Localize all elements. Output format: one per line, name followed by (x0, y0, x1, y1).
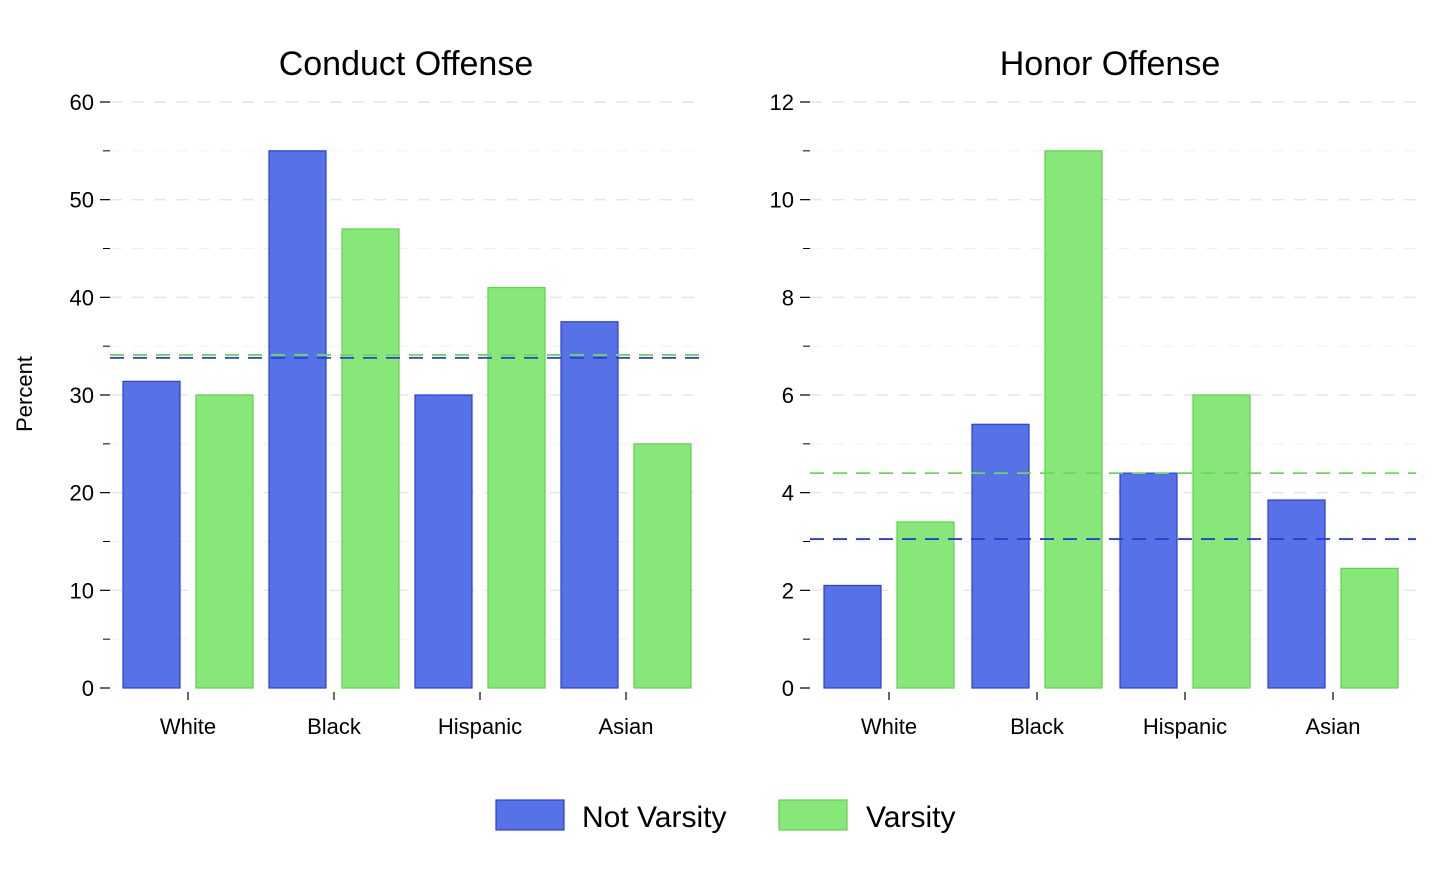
x-tick-label: Hispanic (438, 714, 522, 739)
y-tick-label: 6 (782, 383, 794, 408)
x-tick-label: Hispanic (1143, 714, 1227, 739)
x-tick-label: Black (307, 714, 362, 739)
y-tick-label: 2 (782, 578, 794, 603)
bar-not-varsity-hispanic (414, 394, 473, 689)
y-tick-label: 20 (70, 481, 94, 506)
panel-honor-offense: Honor Offense 0 2 4 6 8 10 12 White Black Hispanic… (770, 45, 1416, 739)
bar-varsity-black (1044, 150, 1103, 689)
y-tick-label: 0 (782, 676, 794, 701)
bar-varsity-hispanic (487, 286, 546, 689)
panel-conduct-offense: Conduct Offense 0 10 20 30 40 50 60 White Black Hi… (70, 45, 704, 739)
bar-varsity-asian (633, 443, 692, 689)
y-tick-label: 8 (782, 285, 794, 310)
bar-not-varsity-asian (560, 321, 619, 689)
bar-varsity-white (896, 521, 955, 689)
x-tick-label: Black (1010, 714, 1065, 739)
chart-title: Honor Offense (1000, 45, 1221, 83)
legend-label-not-varsity: Not Varsity (582, 801, 726, 834)
y-tick-label: 50 (70, 188, 94, 213)
y-tick-label: 10 (70, 578, 94, 603)
bar-not-varsity-black (268, 150, 327, 689)
legend-swatch-not-varsity (495, 799, 565, 831)
y-tick-label: 10 (770, 188, 794, 213)
bar-not-varsity-hispanic (1119, 472, 1178, 689)
legend-label-varsity: Varsity (866, 801, 955, 834)
y-tick-label: 30 (70, 383, 94, 408)
chart-title: Conduct Offense (279, 45, 534, 83)
y-tick-label: 60 (70, 90, 94, 115)
bar-varsity-white (195, 394, 254, 689)
bar-varsity-black (341, 228, 400, 689)
y-tick-label: 40 (70, 285, 94, 310)
bar-not-varsity-white (823, 584, 882, 689)
bar-varsity-asian (1340, 567, 1399, 689)
x-tick-label: White (160, 714, 216, 739)
x-tick-label: Asian (598, 714, 653, 739)
bar-not-varsity-black (971, 423, 1030, 689)
y-tick-label: 0 (82, 676, 94, 701)
bar-varsity-hispanic (1192, 394, 1251, 689)
y-axis-label: Percent (12, 356, 37, 432)
y-tick-label: 12 (770, 90, 794, 115)
x-tick-label: Asian (1305, 714, 1360, 739)
bar-not-varsity-white (122, 380, 181, 689)
legend: Not Varsity Varsity (495, 799, 955, 834)
y-tick-label: 4 (782, 481, 794, 506)
legend-swatch-varsity (778, 799, 848, 831)
bar-not-varsity-asian (1267, 499, 1326, 689)
x-tick-label: White (861, 714, 917, 739)
